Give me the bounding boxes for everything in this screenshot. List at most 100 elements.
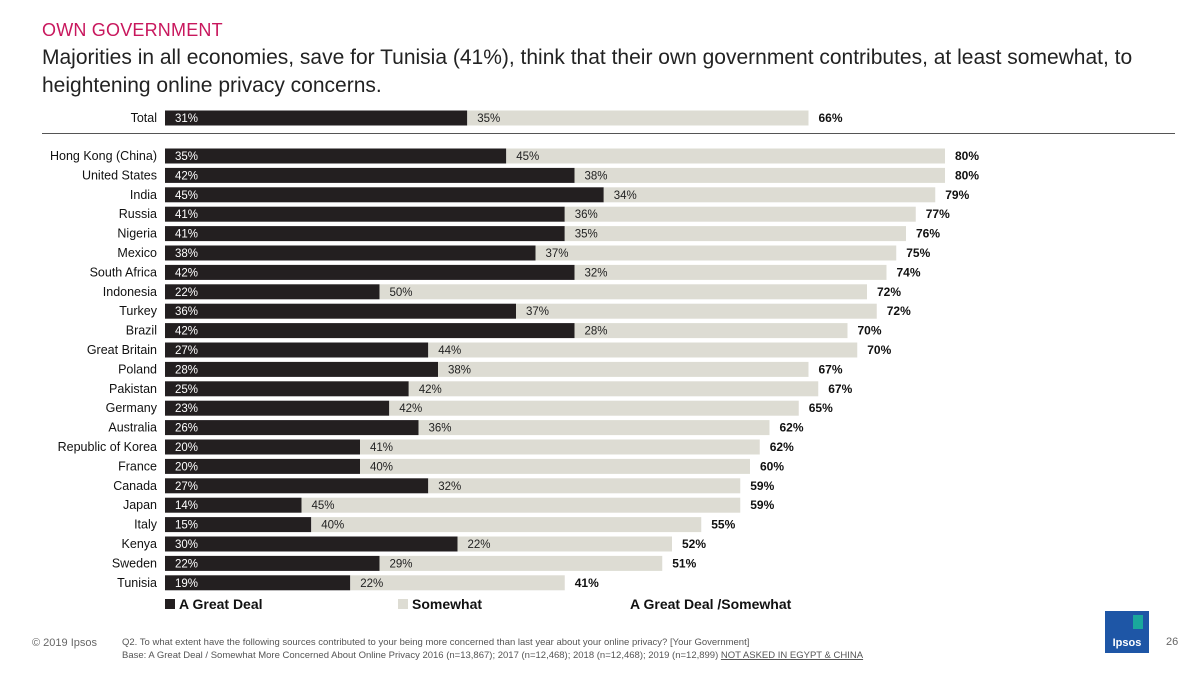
category-label-total: Total bbox=[131, 111, 157, 125]
label-somewhat-kenya: 22% bbox=[468, 539, 491, 551]
label-combined-republic-of-korea: 62% bbox=[770, 440, 794, 454]
footnote: Q2. To what extent have the following so… bbox=[122, 636, 863, 662]
label-somewhat-poland: 38% bbox=[448, 364, 471, 376]
category-label-italy: Italy bbox=[134, 518, 158, 532]
label-combined-canada: 59% bbox=[750, 479, 774, 493]
category-label-turkey: Turkey bbox=[119, 304, 157, 318]
legend-combined: A Great Deal /Somewhat bbox=[630, 596, 791, 612]
bar-somewhat-united-states bbox=[574, 167, 945, 183]
label-great-deal-total: 31% bbox=[175, 113, 198, 125]
label-combined-italy: 55% bbox=[711, 518, 735, 532]
label-somewhat-indonesia: 50% bbox=[390, 287, 413, 299]
bar-great-deal-republic-of-korea bbox=[165, 439, 360, 455]
label-somewhat-india: 34% bbox=[614, 190, 637, 202]
label-somewhat-germany: 42% bbox=[399, 403, 422, 415]
bar-somewhat-tunisia bbox=[350, 575, 565, 591]
label-somewhat-sweden: 29% bbox=[390, 558, 413, 570]
bar-great-deal-italy bbox=[165, 517, 312, 533]
bar-great-deal-great-britain bbox=[165, 342, 429, 358]
category-label-nigeria: Nigeria bbox=[117, 227, 157, 241]
category-label-kenya: Kenya bbox=[122, 537, 157, 551]
category-label-poland: Poland bbox=[118, 362, 157, 376]
legend-great-deal: A Great Deal bbox=[165, 596, 263, 612]
bar-great-deal-south-africa bbox=[165, 264, 575, 280]
category-label-russia: Russia bbox=[119, 207, 157, 221]
label-combined-sweden: 51% bbox=[672, 556, 696, 570]
bar-great-deal-sweden bbox=[165, 555, 380, 571]
category-label-pakistan: Pakistan bbox=[109, 382, 157, 396]
label-great-deal-indonesia: 22% bbox=[175, 287, 198, 299]
bar-somewhat-south-africa bbox=[574, 264, 887, 280]
label-great-deal-france: 20% bbox=[175, 461, 198, 473]
category-label-japan: Japan bbox=[123, 498, 157, 512]
category-label-tunisia: Tunisia bbox=[117, 576, 157, 590]
label-somewhat-total: 35% bbox=[477, 113, 500, 125]
bar-great-deal-germany bbox=[165, 400, 390, 416]
label-great-deal-sweden: 22% bbox=[175, 558, 198, 570]
bar-great-deal-united-states bbox=[165, 167, 575, 183]
label-somewhat-turkey: 37% bbox=[526, 306, 549, 318]
bar-somewhat-turkey bbox=[516, 303, 877, 319]
bar-great-deal-france bbox=[165, 458, 360, 474]
label-great-deal-south-africa: 42% bbox=[175, 267, 198, 279]
label-great-deal-poland: 28% bbox=[175, 364, 198, 376]
label-great-deal-pakistan: 25% bbox=[175, 384, 198, 396]
bar-great-deal-kenya bbox=[165, 536, 458, 552]
label-somewhat-brazil: 28% bbox=[585, 326, 608, 338]
label-combined-total: 66% bbox=[819, 111, 843, 125]
label-great-deal-canada: 27% bbox=[175, 481, 198, 493]
label-combined-turkey: 72% bbox=[887, 304, 911, 318]
bar-somewhat-total bbox=[467, 110, 809, 126]
bar-somewhat-kenya bbox=[457, 536, 672, 552]
category-label-republic-of-korea: Republic of Korea bbox=[58, 440, 157, 454]
category-label-brazil: Brazil bbox=[126, 324, 157, 338]
label-somewhat-mexico: 37% bbox=[546, 248, 569, 260]
label-combined-japan: 59% bbox=[750, 498, 774, 512]
label-combined-mexico: 75% bbox=[906, 246, 930, 260]
label-combined-brazil: 70% bbox=[858, 324, 882, 338]
label-combined-nigeria: 76% bbox=[916, 227, 940, 241]
label-somewhat-great-britain: 44% bbox=[438, 345, 461, 357]
label-somewhat-russia: 36% bbox=[575, 209, 598, 221]
label-combined-indonesia: 72% bbox=[877, 285, 901, 299]
label-combined-france: 60% bbox=[760, 459, 784, 473]
bar-somewhat-republic-of-korea bbox=[360, 439, 760, 455]
label-great-deal-united-states: 42% bbox=[175, 170, 198, 182]
bar-great-deal-mexico bbox=[165, 245, 536, 261]
label-somewhat-hong-kong-china: 45% bbox=[516, 151, 539, 163]
label-combined-hong-kong-china: 80% bbox=[955, 149, 979, 163]
label-great-deal-hong-kong-china: 35% bbox=[175, 151, 198, 163]
bar-great-deal-brazil bbox=[165, 323, 575, 339]
label-great-deal-germany: 23% bbox=[175, 403, 198, 415]
logo-accent bbox=[1133, 615, 1143, 629]
label-combined-south-africa: 74% bbox=[897, 265, 921, 279]
label-great-deal-russia: 41% bbox=[175, 209, 198, 221]
bar-great-deal-pakistan bbox=[165, 381, 409, 397]
bar-somewhat-indonesia bbox=[379, 284, 867, 300]
category-label-indonesia: Indonesia bbox=[103, 285, 157, 299]
label-combined-germany: 65% bbox=[809, 401, 833, 415]
label-great-deal-nigeria: 41% bbox=[175, 229, 198, 241]
bar-great-deal-india bbox=[165, 187, 604, 203]
bar-somewhat-hong-kong-china bbox=[506, 148, 945, 164]
bar-great-deal-total bbox=[165, 110, 468, 126]
footnote-question: Q2. To what extent have the following so… bbox=[122, 637, 750, 648]
bar-great-deal-canada bbox=[165, 478, 429, 494]
bar-somewhat-russia bbox=[564, 206, 916, 222]
label-somewhat-nigeria: 35% bbox=[575, 229, 598, 241]
bar-somewhat-pakistan bbox=[408, 381, 819, 397]
label-somewhat-italy: 40% bbox=[321, 520, 344, 532]
bar-somewhat-great-britain bbox=[428, 342, 858, 358]
label-great-deal-japan: 14% bbox=[175, 500, 198, 512]
label-combined-united-states: 80% bbox=[955, 168, 979, 182]
label-great-deal-kenya: 30% bbox=[175, 539, 198, 551]
label-combined-great-britain: 70% bbox=[867, 343, 891, 357]
bar-great-deal-japan bbox=[165, 497, 302, 513]
bar-somewhat-brazil bbox=[574, 323, 848, 339]
label-great-deal-italy: 15% bbox=[175, 520, 198, 532]
label-great-deal-australia: 26% bbox=[175, 423, 198, 435]
category-label-canada: Canada bbox=[113, 479, 157, 493]
label-combined-russia: 77% bbox=[926, 207, 950, 221]
label-great-deal-great-britain: 27% bbox=[175, 345, 198, 357]
category-label-germany: Germany bbox=[106, 401, 158, 415]
